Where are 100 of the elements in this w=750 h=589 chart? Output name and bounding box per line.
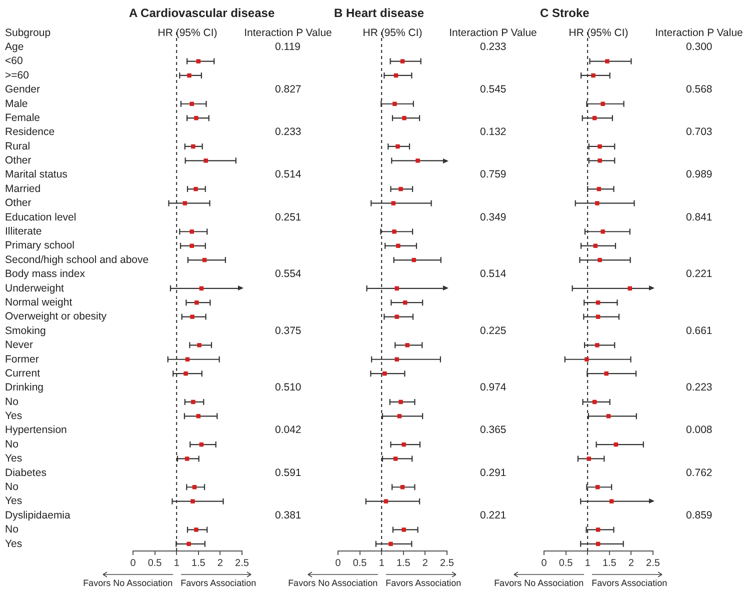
point: [398, 400, 403, 404]
point: [600, 102, 605, 106]
annotation: HR (95% CI): [156, 27, 218, 39]
point: [196, 414, 201, 418]
text: 0.989: [686, 168, 712, 181]
text: 0.119: [275, 40, 301, 53]
point: [182, 201, 188, 206]
x-tick-label: 0.5: [352, 558, 368, 569]
point: [391, 201, 396, 206]
text: 0.510: [275, 382, 302, 394]
point: [596, 528, 600, 532]
point: [394, 357, 399, 362]
y-tick-label: No: [5, 438, 19, 450]
y-tick-label: Other: [5, 197, 32, 210]
y-tick-label: Drinking: [5, 382, 44, 394]
text: Favors No Association: [494, 578, 584, 588]
point: [190, 230, 194, 234]
y-tick-label: Male: [5, 98, 28, 110]
text: 0.759: [480, 168, 506, 181]
text: 0.514: [275, 168, 302, 181]
point: [596, 314, 600, 319]
text: 0.381: [275, 509, 302, 522]
text: Favors Association: [386, 578, 462, 588]
x-tick-label: 2.5: [235, 558, 250, 569]
y-tick-label: Dyslipidaemia: [5, 509, 71, 522]
point: [598, 144, 602, 149]
chart-title: C Stroke: [540, 6, 590, 20]
text: Interaction P Value: [449, 27, 537, 39]
point: [584, 357, 589, 362]
text: 0.841: [686, 211, 712, 224]
point: [187, 73, 192, 78]
chart-title: A Cardiovascular disease: [129, 6, 275, 20]
point: [194, 300, 199, 305]
text: 0.827: [275, 84, 302, 96]
point: [593, 244, 598, 248]
y-tick-label: Married: [5, 182, 41, 195]
text: Interaction P Value: [655, 27, 743, 39]
point: [388, 542, 393, 546]
point: [412, 258, 416, 262]
point: [194, 528, 198, 532]
y-tick-label: Marital status: [5, 168, 68, 181]
point: [396, 244, 400, 248]
y-tick-label: No: [5, 396, 19, 408]
y-tick-label: Yes: [5, 538, 22, 550]
point: [595, 343, 600, 348]
point: [598, 258, 602, 262]
point: [397, 414, 402, 418]
point: [595, 201, 600, 206]
y-tick-label: Rural: [5, 140, 30, 152]
text: 0.132: [480, 126, 506, 138]
y-tick-label: Female: [5, 112, 40, 124]
y-tick-label: Hypertension: [5, 424, 68, 436]
x-tick-label: 1.5: [602, 558, 617, 569]
y-tick-label: Yes: [5, 495, 22, 508]
text: 0.365: [480, 424, 506, 436]
y-tick-label: >=60: [5, 69, 30, 82]
x-tick-label: 0: [335, 558, 342, 569]
point: [416, 158, 420, 163]
point: [191, 144, 196, 149]
text: 0.223: [686, 382, 712, 394]
text: 0.300: [686, 40, 712, 53]
y-tick-label: Gender: [5, 84, 41, 96]
text: 0.859: [686, 509, 712, 522]
x-tick-label: 2: [217, 558, 224, 569]
point: [605, 59, 610, 64]
point: [400, 59, 405, 64]
x-tick-label: 1.5: [191, 558, 206, 569]
point: [402, 528, 406, 532]
point: [398, 186, 403, 192]
y-tick-label: No: [5, 481, 19, 494]
text: Favors Association: [592, 578, 668, 588]
x-tick-label: 0.5: [148, 558, 162, 569]
y-tick-label: Smoking: [5, 324, 46, 337]
y-tick-label: Body mass index: [5, 268, 86, 280]
y-tick-label: Normal weight: [5, 296, 72, 308]
text: 0.703: [686, 126, 712, 138]
text: 0.221: [480, 509, 506, 522]
y-tick-label: Yes: [5, 410, 22, 422]
x-tick-label: 2: [422, 558, 428, 569]
x-tick-label: 2.5: [646, 558, 660, 569]
annotation: HR (95% CI): [362, 27, 424, 39]
y-tick-label: Illiterate: [5, 226, 42, 238]
text: 0.514: [480, 268, 506, 280]
point: [384, 499, 388, 504]
text: 0.554: [275, 268, 302, 280]
point: [394, 286, 399, 291]
text: 0.221: [686, 268, 712, 280]
point: [186, 542, 191, 546]
x-tick-label: 2.5: [440, 558, 454, 569]
text: Subgroup: [5, 27, 51, 39]
text: 0.251: [275, 211, 302, 224]
text: 0.974: [480, 382, 506, 394]
point: [394, 314, 399, 319]
y-tick-label: <60: [5, 55, 23, 68]
point: [591, 73, 596, 78]
point: [393, 456, 398, 461]
y-tick-label: Education level: [5, 211, 76, 224]
text: 0.233: [480, 40, 506, 53]
y-tick-label: Current: [5, 367, 40, 380]
x-tick-label: 1.5: [396, 558, 411, 569]
